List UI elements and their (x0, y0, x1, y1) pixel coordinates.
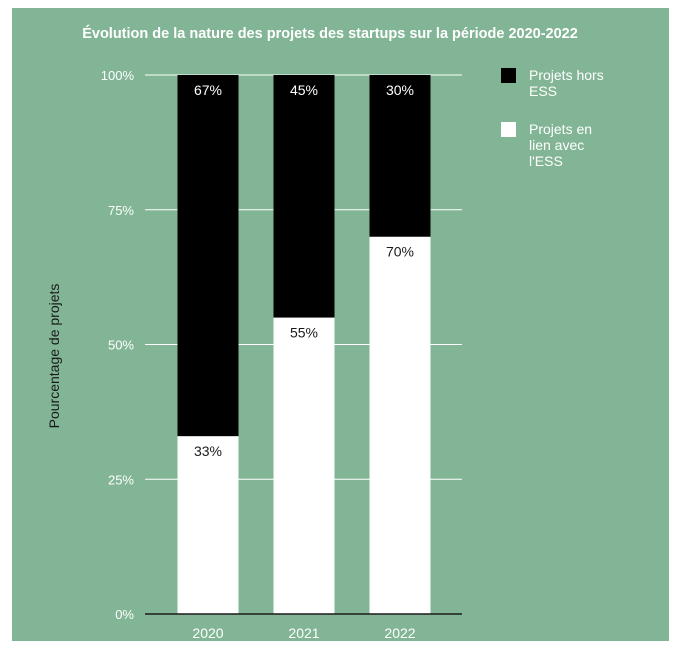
x-tick-label: 2021 (288, 625, 319, 641)
y-tick-label: 50% (108, 338, 134, 353)
bar-segment (369, 75, 431, 237)
bar-segment (273, 317, 335, 614)
chart-title: Évolution de la nature des projets des s… (82, 25, 578, 42)
data-label: 67% (194, 82, 222, 98)
bar-segment (273, 75, 335, 318)
bars: 33% 67% 55% 45% 70% 30% (177, 75, 431, 614)
chart-background (12, 8, 669, 641)
data-label: 70% (386, 244, 414, 260)
data-label: 45% (290, 82, 318, 98)
y-tick-label: 25% (108, 472, 134, 487)
data-label: 30% (386, 82, 414, 98)
x-tick-label: 2022 (384, 625, 415, 641)
bar-segment (177, 436, 239, 614)
y-tick-label: 100% (101, 68, 135, 83)
data-label: 55% (290, 325, 318, 341)
y-tick-labels: 0% 25% 50% 75% 100% (101, 68, 135, 622)
legend: Projets hors ESS Projets en lien avec l'ESS (501, 67, 604, 169)
y-tick-label: 75% (108, 203, 134, 218)
bar-segment (369, 236, 431, 614)
y-tick-label: 0% (115, 607, 134, 622)
bar-segment (177, 75, 239, 437)
legend-swatch (501, 122, 516, 137)
y-axis-label: Pourcentage de projets (46, 284, 62, 429)
data-label: 33% (194, 443, 222, 459)
x-tick-label: 2020 (192, 625, 223, 641)
legend-label: Projets hors ESS (529, 67, 604, 99)
x-tick-labels: 2020 2021 2022 (192, 625, 415, 641)
legend-label: Projets en lien avec l'ESS (529, 121, 592, 169)
legend-swatch (501, 68, 516, 83)
